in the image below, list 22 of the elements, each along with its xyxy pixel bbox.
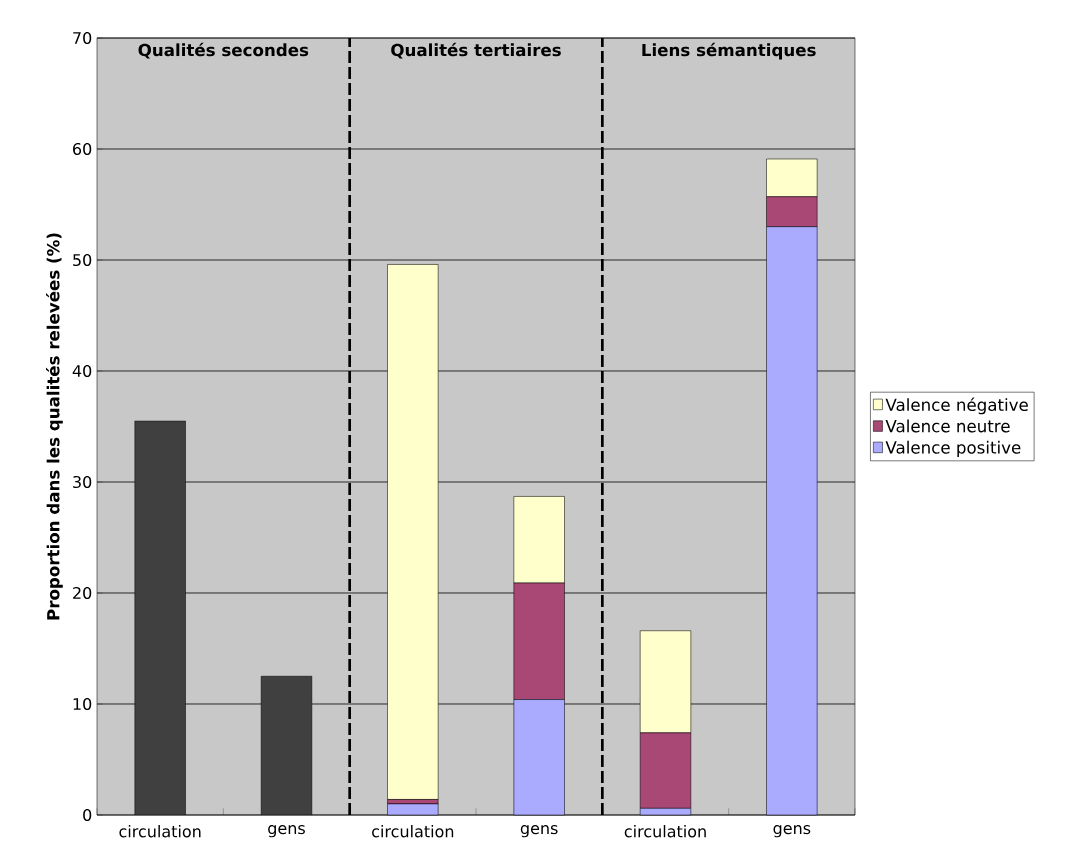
legend-label: Valence négative	[885, 397, 1028, 415]
y-tick-label: 10	[73, 697, 92, 711]
y-tick-label: 0	[83, 808, 92, 822]
y-tick-label: 20	[73, 586, 92, 600]
x-tick-label: gens	[520, 825, 558, 838]
x-tick-label: circulation	[624, 825, 706, 838]
annotation: Qualités secondes	[138, 42, 309, 59]
x-tick-label: gens	[773, 825, 811, 838]
x-tick-label: gens	[268, 825, 305, 838]
y-tick-label: 60	[73, 142, 92, 156]
y-tick-label: 40	[72, 364, 92, 378]
legend-label: Valence positive	[885, 440, 1021, 457]
y-tick-label: 50	[73, 253, 92, 267]
y-tick-label: 30	[73, 475, 92, 489]
legend-label: Valence neutre	[885, 419, 1010, 433]
y-tick-label: 70	[73, 31, 92, 45]
x-tick-label: circulation	[372, 825, 454, 838]
y-axis-title: Proportion dans les qualités relevées (%)	[45, 233, 63, 620]
annotation: Liens sémantiques	[642, 42, 816, 60]
bar	[387, 264, 439, 800]
x-tick-label: circulation	[119, 825, 201, 838]
annotation: Qualités tertiaires	[391, 42, 561, 59]
